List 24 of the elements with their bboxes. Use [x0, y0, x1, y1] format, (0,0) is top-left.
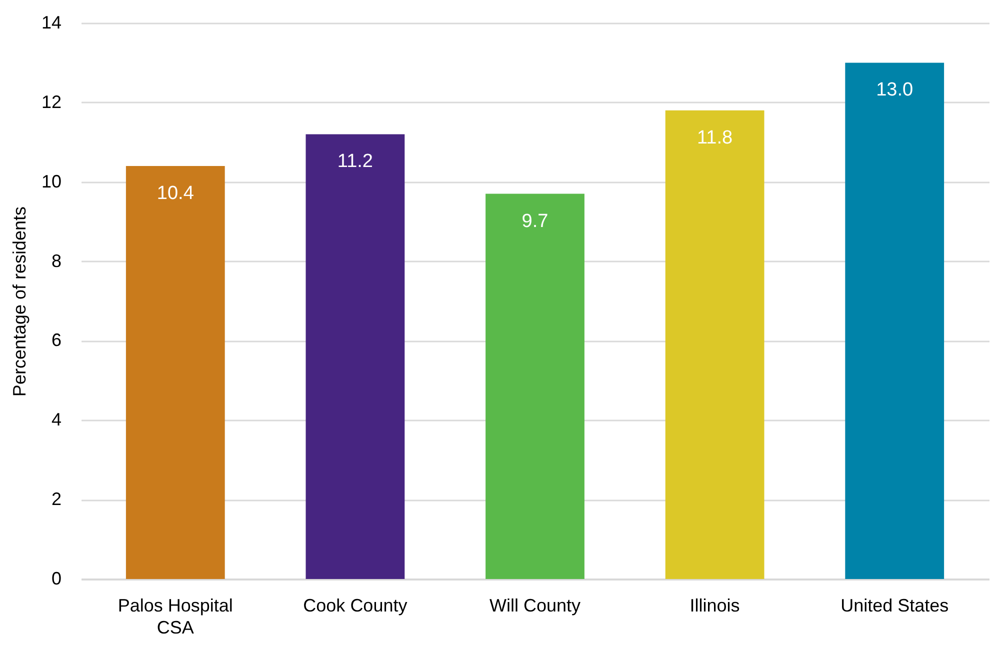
- y-axis-title: Percentage of residents: [9, 206, 30, 397]
- x-tick-label: Palos Hospital CSA: [118, 596, 233, 638]
- y-tick-label: 8: [51, 250, 62, 271]
- y-tick-label: 6: [51, 330, 62, 350]
- data-label: 11.8: [697, 127, 733, 148]
- bar: [126, 166, 225, 579]
- bar: [306, 134, 405, 579]
- x-tick-label: Will County: [489, 596, 581, 616]
- y-tick-label: 2: [51, 489, 62, 510]
- data-label: 11.2: [337, 151, 373, 172]
- x-tick-label: United States: [840, 596, 949, 616]
- data-label: 13.0: [876, 80, 914, 101]
- bar: [845, 62, 944, 579]
- x-tick-label: Illinois: [690, 596, 740, 616]
- y-tick-label: 0: [51, 568, 62, 588]
- x-tick-label: Cook County: [303, 596, 408, 616]
- bar: [486, 194, 584, 579]
- data-label: 9.7: [522, 210, 548, 232]
- y-tick-label: 10: [41, 171, 62, 192]
- y-tick-label: 4: [51, 410, 62, 430]
- y-tick-label: 12: [41, 92, 62, 112]
- y-tick-label: 14: [41, 12, 62, 32]
- bar: [665, 110, 764, 579]
- data-label: 10.4: [156, 182, 194, 204]
